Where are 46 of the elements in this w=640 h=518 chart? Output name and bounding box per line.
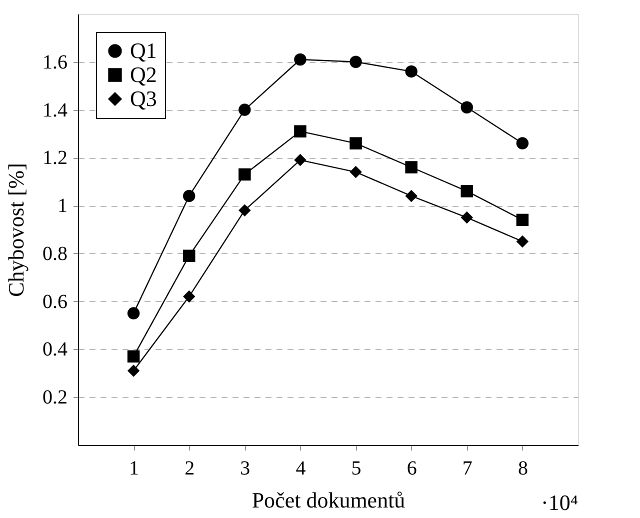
y-tick-label: 0.4 [42, 338, 68, 361]
point [182, 190, 196, 202]
y-tick-label: 0.8 [42, 242, 68, 265]
point [350, 137, 362, 150]
y-tick-label: 1 [58, 195, 68, 218]
point [516, 137, 529, 150]
x-tick-label: 6 [406, 458, 417, 480]
point [460, 101, 474, 114]
x-tick-label: 1 [129, 458, 140, 480]
x-tick-label: 3 [240, 458, 250, 480]
y-tick-label: 1.4 [42, 99, 68, 122]
legend-label: Q2 [130, 62, 157, 87]
point [127, 350, 140, 363]
y-axis-title: Chybovost [%] [4, 163, 28, 297]
point [350, 56, 362, 68]
point [405, 161, 418, 174]
point [294, 53, 306, 66]
point [460, 185, 474, 198]
y-tick-label: 0.6 [42, 290, 68, 313]
point [405, 65, 418, 78]
y-tick-label: 0.2 [42, 386, 68, 409]
point [516, 214, 529, 226]
point [238, 168, 251, 181]
point [238, 104, 251, 116]
point [238, 204, 251, 216]
x-tick-label: 7 [462, 458, 472, 480]
x-tick-label: 2 [184, 458, 195, 480]
x-tick-label: 5 [351, 458, 362, 480]
point [294, 125, 306, 138]
point [127, 307, 140, 320]
point [460, 211, 474, 224]
point [516, 235, 529, 248]
y-tick-label: 1.6 [42, 51, 68, 74]
y-tick-label: 1.2 [42, 147, 68, 170]
point [127, 364, 140, 377]
x-axis-title: Počet dokumentů [252, 488, 406, 512]
legend-label: Q3 [130, 86, 157, 111]
point [350, 166, 362, 178]
point [405, 190, 418, 202]
point [182, 290, 196, 303]
legend-label: Q1 [130, 38, 157, 63]
x-tick-label: 8 [518, 458, 528, 480]
text: ·10⁴ [541, 490, 578, 515]
point [294, 154, 306, 166]
point [182, 250, 196, 262]
x-tick-label: 4 [296, 458, 306, 480]
